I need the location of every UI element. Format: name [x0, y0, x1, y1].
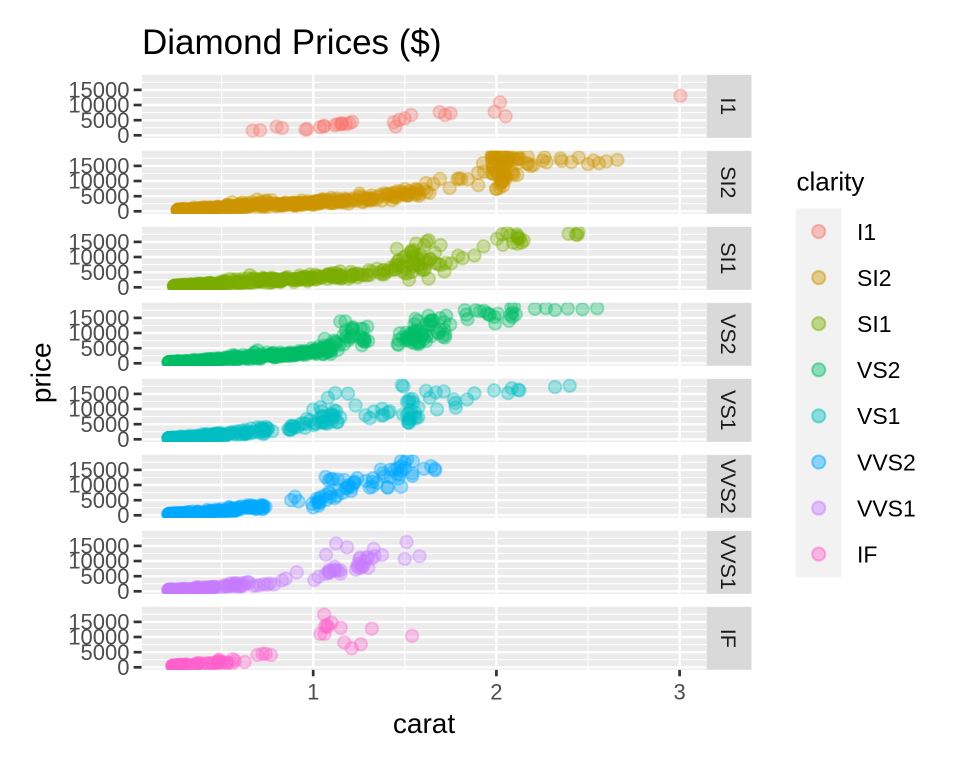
svg-text:SI2: SI2 [716, 166, 740, 198]
svg-text:SI1: SI1 [857, 311, 892, 337]
svg-text:5000: 5000 [81, 640, 130, 665]
svg-text:5000: 5000 [81, 564, 130, 589]
svg-text:15000: 15000 [68, 534, 129, 559]
svg-text:0: 0 [117, 503, 129, 528]
svg-text:0: 0 [117, 655, 129, 680]
svg-text:0: 0 [117, 579, 129, 604]
svg-text:VS1: VS1 [716, 390, 740, 431]
svg-text:5000: 5000 [81, 108, 130, 133]
svg-text:15000: 15000 [68, 230, 129, 255]
svg-text:10000: 10000 [68, 397, 129, 422]
svg-text:15000: 15000 [68, 458, 129, 483]
svg-text:0: 0 [117, 123, 129, 148]
svg-text:15000: 15000 [68, 154, 129, 179]
svg-text:SI2: SI2 [857, 265, 892, 291]
svg-text:10000: 10000 [68, 245, 129, 270]
svg-text:carat: carat [393, 708, 455, 739]
svg-text:5000: 5000 [81, 488, 130, 513]
svg-text:15000: 15000 [68, 382, 129, 407]
svg-text:IF: IF [716, 629, 740, 648]
svg-text:10000: 10000 [68, 473, 129, 498]
svg-text:I1: I1 [716, 97, 740, 115]
svg-text:IF: IF [857, 542, 877, 568]
svg-text:10000: 10000 [68, 549, 129, 574]
svg-text:1: 1 [307, 680, 319, 705]
svg-text:0: 0 [117, 275, 129, 300]
svg-text:15000: 15000 [68, 306, 129, 331]
svg-text:VVS2: VVS2 [716, 459, 740, 514]
svg-text:3: 3 [673, 680, 685, 705]
svg-text:10000: 10000 [68, 321, 129, 346]
svg-text:VVS1: VVS1 [857, 496, 916, 522]
svg-text:0: 0 [117, 199, 129, 224]
svg-text:0: 0 [117, 351, 129, 376]
svg-text:15000: 15000 [68, 78, 129, 103]
svg-text:5000: 5000 [81, 412, 130, 437]
svg-text:SI1: SI1 [716, 242, 740, 274]
svg-text:5000: 5000 [81, 336, 130, 361]
svg-text:0: 0 [117, 427, 129, 452]
svg-text:10000: 10000 [68, 93, 129, 118]
svg-text:2: 2 [490, 680, 502, 705]
svg-text:5000: 5000 [81, 184, 130, 209]
svg-text:15000: 15000 [68, 610, 129, 635]
svg-text:VS1: VS1 [857, 403, 900, 429]
svg-text:VS2: VS2 [716, 314, 740, 355]
svg-text:I1: I1 [857, 219, 876, 245]
svg-text:5000: 5000 [81, 260, 130, 285]
svg-text:Diamond Prices ($): Diamond Prices ($) [142, 23, 442, 62]
svg-text:VVS2: VVS2 [857, 449, 916, 475]
svg-text:price: price [26, 342, 57, 403]
svg-text:clarity: clarity [797, 167, 865, 197]
svg-text:10000: 10000 [68, 625, 129, 650]
svg-text:VS2: VS2 [857, 357, 900, 383]
svg-text:VVS1: VVS1 [716, 535, 740, 590]
svg-text:10000: 10000 [68, 169, 129, 194]
